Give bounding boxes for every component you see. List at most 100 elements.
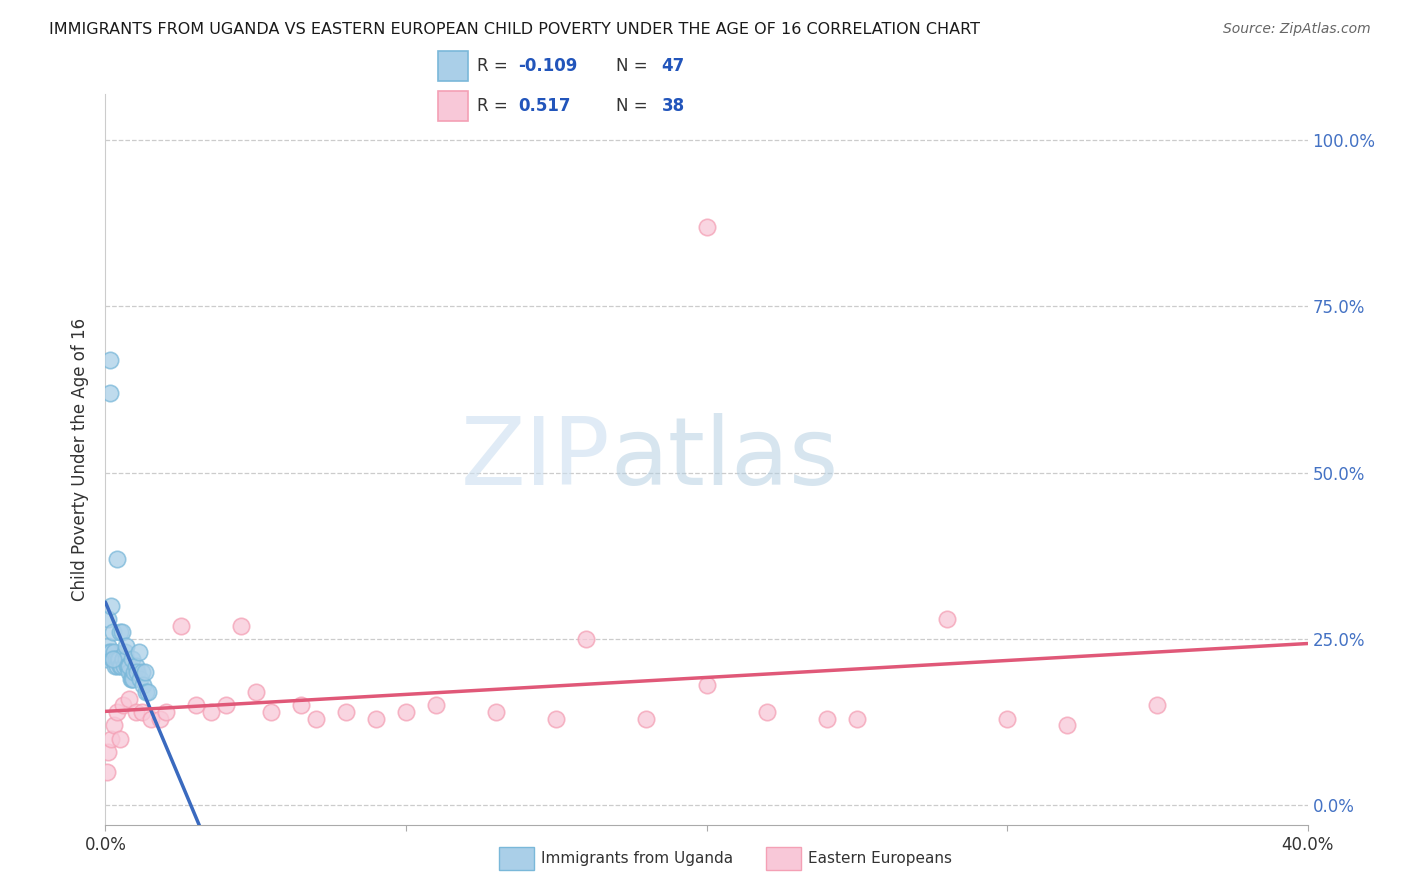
Point [124, 658, 146, 673]
Point [131, 705, 153, 719]
Point [110, 658, 132, 673]
Point [110, 625, 132, 640]
Point [845, 712, 868, 726]
Point [134, 665, 156, 680]
Point [364, 712, 387, 726]
Text: 0.517: 0.517 [517, 97, 571, 115]
Point [101, 652, 124, 666]
Point [111, 652, 134, 666]
Point [139, 712, 162, 726]
Text: Immigrants from Uganda: Immigrants from Uganda [541, 852, 734, 866]
Point [98, 352, 121, 367]
Point [104, 652, 127, 666]
Point [115, 639, 138, 653]
Text: 38: 38 [662, 97, 685, 115]
Point [815, 712, 838, 726]
Point [103, 652, 125, 666]
Point [100, 731, 122, 746]
Y-axis label: Child Poverty Under the Age of 16: Child Poverty Under the Age of 16 [72, 318, 90, 601]
Point [97, 639, 120, 653]
Text: 47: 47 [662, 57, 685, 75]
Point [245, 685, 267, 699]
Point [118, 658, 141, 673]
Point [118, 691, 141, 706]
Point [96, 764, 118, 779]
Point [936, 612, 959, 626]
Point [305, 712, 328, 726]
Point [485, 705, 508, 719]
Point [169, 618, 191, 632]
Point [121, 652, 143, 666]
Point [132, 678, 155, 692]
Point [118, 665, 141, 680]
Point [111, 625, 134, 640]
Point [129, 672, 152, 686]
Point [114, 645, 136, 659]
Point [260, 705, 283, 719]
Point [755, 705, 778, 719]
Point [103, 718, 125, 732]
Point [97, 745, 120, 759]
Point [214, 698, 236, 713]
Bar [437, 91, 468, 120]
Point [696, 678, 718, 692]
Point [96, 652, 118, 666]
Point [97, 612, 120, 626]
Point [135, 685, 157, 699]
Point [105, 658, 128, 673]
Point [107, 705, 129, 719]
Point [120, 672, 142, 686]
Point [112, 698, 135, 713]
Point [107, 552, 129, 566]
Point [103, 645, 125, 659]
Point [125, 665, 148, 680]
Text: R =: R = [477, 97, 519, 115]
Text: N =: N = [616, 97, 654, 115]
Text: Eastern Europeans: Eastern Europeans [808, 852, 952, 866]
Point [122, 672, 145, 686]
Point [124, 705, 146, 719]
Point [112, 652, 135, 666]
Point [115, 658, 138, 673]
Point [136, 685, 159, 699]
Point [636, 712, 658, 726]
Point [131, 665, 153, 680]
Point [995, 712, 1018, 726]
Point [117, 658, 139, 673]
Point [290, 698, 312, 713]
Point [100, 599, 122, 613]
Point [122, 665, 145, 680]
Point [546, 712, 568, 726]
Bar [437, 52, 468, 81]
Point [121, 672, 143, 686]
Point [1056, 718, 1078, 732]
Point [98, 645, 121, 659]
Point [229, 618, 252, 632]
Point [115, 652, 138, 666]
Text: Source: ZipAtlas.com: Source: ZipAtlas.com [1223, 22, 1371, 37]
Point [200, 705, 222, 719]
Point [98, 385, 121, 400]
Point [128, 645, 150, 659]
Text: -0.109: -0.109 [517, 57, 578, 75]
Point [101, 625, 124, 640]
Text: N =: N = [616, 57, 654, 75]
Point [395, 705, 418, 719]
Point [148, 712, 170, 726]
Point [155, 705, 177, 719]
Point [184, 698, 207, 713]
Text: atlas: atlas [610, 413, 838, 506]
Point [108, 652, 131, 666]
Point [104, 658, 127, 673]
Point [696, 219, 718, 234]
Point [100, 645, 122, 659]
Text: R =: R = [477, 57, 513, 75]
Point [110, 731, 132, 746]
Point [425, 698, 447, 713]
Point [335, 705, 357, 719]
Point [1146, 698, 1168, 713]
Point [101, 652, 124, 666]
Point [107, 652, 129, 666]
Point [575, 632, 598, 646]
Point [108, 658, 131, 673]
